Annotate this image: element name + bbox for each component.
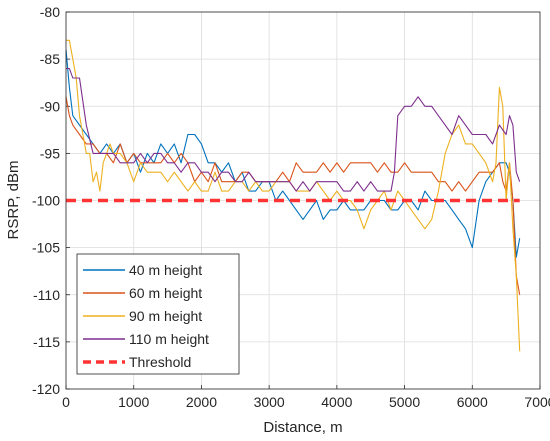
- legend-box: [76, 253, 240, 375]
- legend-label-110-m-height: 110 m height: [129, 331, 209, 347]
- y-tick-label: -120: [32, 381, 60, 397]
- legend-label-40-m-height: 40 m height: [129, 262, 202, 278]
- series-lines: [65, 39, 521, 352]
- y-tick-label: -85: [40, 51, 60, 67]
- series-line-110-m-height: [66, 67, 521, 192]
- y-tick-labels: -80 -85 -90 -95 -100 -105 -110 -115 -120: [32, 4, 60, 397]
- y-tick-label: -95: [40, 145, 60, 161]
- x-tick-label: 3000: [254, 394, 285, 410]
- series-line-40-m-height: [65, 49, 521, 258]
- x-tick-label: 5000: [389, 394, 420, 410]
- x-tick-label: 1000: [118, 394, 149, 410]
- x-tick-label: 2000: [186, 394, 217, 410]
- x-tick-label: 0: [62, 394, 70, 410]
- y-tick-label: -80: [40, 4, 60, 20]
- y-tick-label: -90: [40, 98, 60, 114]
- y-tick-label: -115: [33, 334, 60, 350]
- y-axis-label: RSRP, dBm: [5, 161, 22, 240]
- legend-label-60-m-height: 60 m height: [129, 285, 202, 301]
- y-tick-label: -105: [32, 240, 60, 256]
- x-tick-labels: 0 1000 2000 3000 4000 5000 6000 7000: [62, 394, 550, 410]
- y-tick-label: -100: [32, 193, 60, 209]
- x-tick-label: 7000: [524, 394, 550, 410]
- y-tick-label: -110: [33, 287, 60, 303]
- legend-label-threshold: Threshold: [129, 354, 191, 370]
- x-axis-label: Distance, m: [263, 419, 342, 436]
- legend-label-90-m-height: 90 m height: [129, 308, 202, 324]
- series-line-60-m-height: [65, 96, 521, 295]
- x-tick-label: 4000: [321, 394, 352, 410]
- legend: 40 m height 60 m height 90 m height 110 m h…: [76, 253, 240, 375]
- plot-frame: [65, 11, 541, 390]
- x-tick-label: 6000: [457, 394, 488, 410]
